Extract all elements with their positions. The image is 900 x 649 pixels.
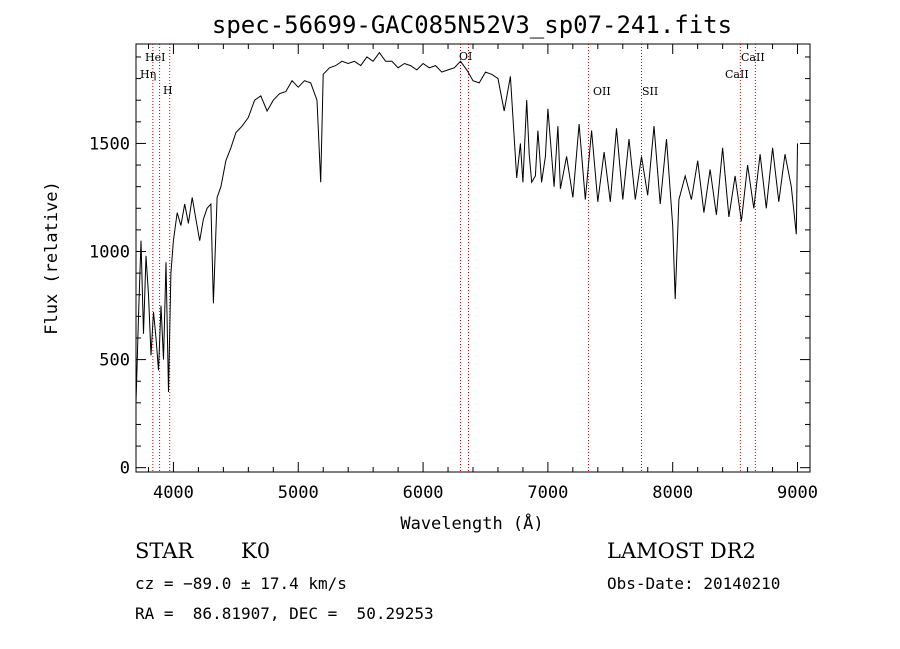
y-tick-label: 500 [99,351,130,371]
x-tick-label: 9000 [777,483,818,503]
plot-area [135,43,811,473]
y-axis-label: Flux (relative) [42,181,62,335]
line-label-caii-1: CaII [741,51,765,64]
x-tick-label: 8000 [652,483,693,503]
coordinates: RA = 86.81907, DEC = 50.29253 [135,604,434,623]
y-tick-label: 0 [120,459,130,479]
emission-line-markers [152,44,756,472]
line-label-hei: HeI [145,51,165,64]
line-label-oii: OII [593,85,611,98]
axes: 4000 5000 6000 7000 8000 9000 0 500 1000 1500 [89,44,818,503]
x-tick-label: 5000 [278,483,319,503]
line-label-h: H [163,84,173,97]
x-tick-label: 7000 [527,483,568,503]
emission-line-labels: HeI Hη H OI OII SII CaII CaII [140,50,765,98]
line-label-caii-2: CaII [725,68,749,81]
y-tick-label: 1500 [89,134,130,154]
line-label-sii: SII [642,85,658,98]
obs-date: Obs-Date: 20140210 [607,574,781,593]
redshift-info: cz = −89.0 ± 17.4 km/s [135,574,347,593]
plot-frame [135,43,811,473]
x-tick-label: 6000 [403,483,444,503]
x-tick-label: 4000 [153,483,194,503]
spectral-subclass: K0 [241,539,271,563]
x-axis-label: Wavelength (Å) [400,512,543,534]
line-label-heta: Hη [140,68,156,81]
object-class: STAR [135,539,194,563]
y-tick-label: 1000 [89,243,130,263]
spectrum-line [135,51,798,403]
chart-title: spec-56699-GAC085N52V3_sp07-241.fits [212,11,732,39]
line-label-oi: OI [459,50,472,63]
survey-name: LAMOST DR2 [607,539,756,563]
